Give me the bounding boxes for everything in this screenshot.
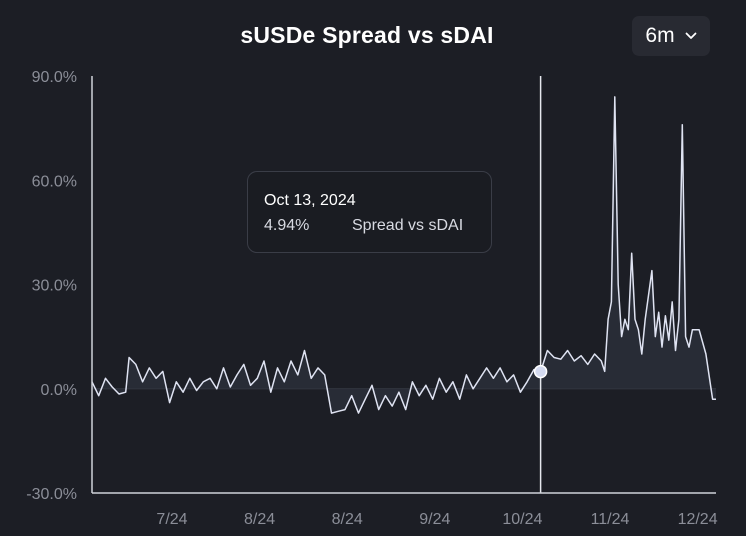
- x-tick-label: 9/24: [419, 511, 450, 528]
- x-tick-label: 10/24: [502, 511, 542, 528]
- x-tick-label: 8/24: [244, 511, 275, 528]
- tooltip-series-name: Spread vs sDAI: [352, 217, 464, 234]
- y-tick-label: 0.0%: [41, 382, 77, 399]
- hover-tooltip: Oct 13, 2024 4.94% Spread vs sDAI: [247, 171, 492, 253]
- chevron-down-icon: [685, 32, 696, 39]
- y-axis-ticks: 90.0% 60.0% 30.0% 0.0% -30.0%: [26, 69, 77, 503]
- y-tick-label: 30.0%: [32, 278, 77, 295]
- spread-area-fill: [92, 96, 716, 414]
- chart-title: sUSDe Spread vs sDAI: [240, 22, 494, 48]
- spread-series-line: [91, 96, 716, 414]
- tooltip-value: 4.94%: [264, 217, 310, 234]
- x-tick-label: 12/24: [678, 511, 718, 528]
- x-tick-label: 7/24: [156, 511, 187, 528]
- hover-point-marker: [533, 364, 548, 379]
- x-axis-ticks: 7/24 8/24 8/24 9/24 10/24 11/24 12/24: [156, 511, 717, 528]
- time-range-dropdown[interactable]: 6m: [632, 16, 710, 56]
- y-tick-label: -30.0%: [26, 486, 77, 503]
- x-tick-label: 8/24: [332, 511, 363, 528]
- tooltip-date: Oct 13, 2024: [264, 192, 356, 209]
- y-tick-label: 90.0%: [32, 69, 77, 86]
- time-range-label: 6m: [645, 24, 675, 47]
- x-tick-label: 11/24: [591, 511, 630, 528]
- y-tick-label: 60.0%: [32, 173, 77, 190]
